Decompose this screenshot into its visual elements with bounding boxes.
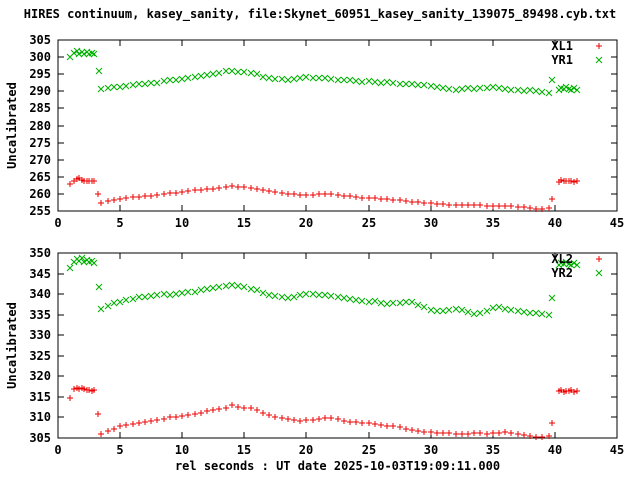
x-tick-label: 20 [299,216,313,230]
y-tick-label: 275 [29,136,51,150]
x-tick-label: 20 [299,443,313,457]
y-tick-label: 305 [29,33,51,47]
x-tick-label: 10 [175,216,189,230]
y-tick-label: 340 [29,287,51,301]
y-tick-label: 290 [29,84,51,98]
y-axis-label: Uncalibrated [5,302,19,389]
x-tick-label: 0 [54,443,61,457]
plot-border [57,252,618,439]
y-axis-label: Uncalibrated [5,82,19,169]
x-tick-label: 15 [237,216,251,230]
y-tick-label: 305 [29,431,51,445]
y-tick-label: 335 [29,308,51,322]
y-tick-label: 280 [29,119,51,133]
legend-marker-YR2 [595,269,603,277]
x-tick-label: 35 [486,443,500,457]
axis-ticks [57,39,618,212]
x-tick-label: 25 [362,443,376,457]
chart-title: HIRES continuum, kasey_sanity, file:Skyn… [23,7,617,21]
y-tick-label: 285 [29,101,51,115]
legend-label-XL2: XL2 [551,252,573,266]
y-tick-label: 325 [29,349,51,363]
subplot-2: 0 5 10 15 20 25 30 35 40 45 305 310 315 320 325 330 335 3… [5,246,624,457]
y-tick-label: 260 [29,187,51,201]
series-YR2 [66,254,581,319]
tick-labels: 0 5 10 15 20 25 30 35 40 45 255 260 265 270 275 280 285 2… [29,33,624,230]
y-tick-label: 315 [29,390,51,404]
x-tick-label: 25 [362,216,376,230]
legend-label-YR1: YR1 [551,53,573,67]
series-YR1 [66,47,581,97]
subplot-1: 0 5 10 15 20 25 30 35 40 45 255 260 265 270 275 280 285 2… [5,33,624,230]
y-tick-label: 300 [29,50,51,64]
x-tick-label: 45 [610,216,624,230]
legend-marker-XL2 [596,256,602,262]
y-tick-label: 265 [29,170,51,184]
x-tick-label: 30 [424,216,438,230]
x-axis-label: rel seconds : UT date 2025-10-03T19:09:1… [174,459,501,473]
x-tick-label: 35 [486,216,500,230]
legend-label-YR2: YR2 [551,266,573,280]
x-tick-label: 0 [54,216,61,230]
x-tick-label: 5 [116,216,123,230]
y-tick-label: 320 [29,369,51,383]
y-tick-label: 345 [29,267,51,281]
legend-label-XL1: XL1 [551,39,573,53]
x-tick-label: 40 [548,443,562,457]
x-tick-label: 10 [175,443,189,457]
legend-marker-YR1 [595,56,603,64]
y-tick-label: 295 [29,67,51,81]
x-tick-label: 15 [237,443,251,457]
series-XL2 [67,385,580,440]
x-tick-label: 45 [610,443,624,457]
y-tick-label: 255 [29,204,51,218]
y-tick-label: 310 [29,410,51,424]
y-tick-label: 330 [29,328,51,342]
plot-border [57,39,618,212]
y-tick-label: 270 [29,153,51,167]
tick-labels: 0 5 10 15 20 25 30 35 40 45 305 310 315 320 325 330 335 3… [29,246,624,457]
x-tick-label: 30 [424,443,438,457]
axis-ticks [57,252,618,439]
x-tick-label: 5 [116,443,123,457]
legend-marker-XL1 [596,43,602,49]
series-XL1 [67,175,580,212]
y-tick-label: 350 [29,246,51,260]
x-tick-label: 40 [548,216,562,230]
